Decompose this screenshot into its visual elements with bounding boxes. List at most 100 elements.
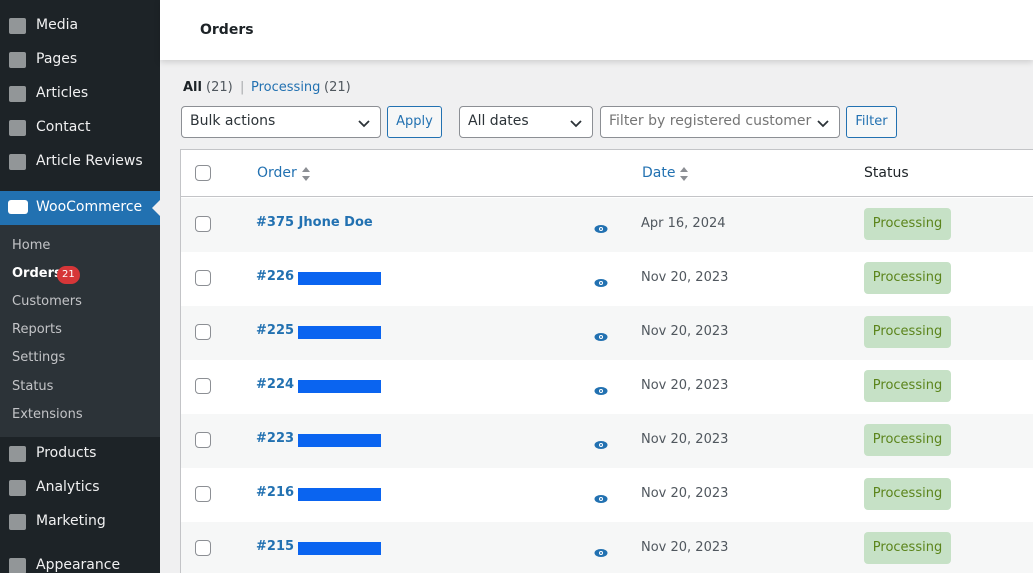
sort-icon — [302, 167, 310, 181]
preview-eye[interactable] — [594, 273, 608, 292]
order-link[interactable]: #224 — [256, 377, 295, 392]
redaction — [298, 380, 381, 393]
view-link[interactable]: Processing — [251, 80, 321, 95]
menu-icon — [9, 446, 26, 462]
row-checkbox[interactable] — [195, 432, 211, 448]
header-bar — [160, 0, 1033, 60]
order-link[interactable]: #375 Jhone Doe — [256, 215, 373, 230]
eye-icon — [594, 495, 608, 503]
apply-button[interactable]: Apply — [387, 106, 442, 138]
preview-eye[interactable] — [594, 543, 608, 562]
filter-button[interactable]: Filter — [846, 106, 897, 138]
sort-icon — [680, 167, 688, 181]
redaction — [298, 542, 381, 555]
redaction — [298, 488, 381, 501]
preview-eye[interactable] — [594, 381, 608, 400]
order-link[interactable]: #225 — [256, 323, 295, 338]
status-pill: Processing — [864, 370, 951, 402]
submenu-item[interactable]: Customers — [12, 294, 82, 309]
preview-eye[interactable] — [594, 489, 608, 508]
menu-icon — [9, 480, 26, 496]
chevron — [358, 120, 370, 128]
menu-item[interactable]: Appearance — [36, 557, 121, 573]
status-pill: Processing — [864, 424, 951, 456]
menu-icon — [9, 18, 26, 34]
select-all-checkbox[interactable] — [195, 165, 211, 181]
menu-item[interactable]: Analytics — [36, 479, 100, 495]
redaction — [298, 272, 381, 285]
eye-icon — [594, 387, 608, 395]
view-link[interactable]: All — [183, 80, 202, 95]
column-header[interactable]: Date — [642, 165, 676, 181]
preview-eye[interactable] — [594, 435, 608, 454]
column-header[interactable]: Order — [257, 165, 297, 181]
menu-icon — [9, 558, 26, 573]
submenu — [0, 225, 160, 437]
order-link[interactable]: #216 — [256, 485, 295, 500]
sort-date[interactable] — [680, 166, 688, 185]
chevron — [570, 120, 582, 128]
sort-order[interactable] — [302, 166, 310, 185]
eye-icon — [594, 549, 608, 557]
menu-item[interactable]: WooCommerce — [36, 199, 143, 215]
submenu-item[interactable]: Reports — [12, 322, 62, 337]
menu-icon — [9, 52, 26, 68]
row-checkbox[interactable] — [195, 378, 211, 394]
eye-icon — [594, 333, 608, 341]
active-arrow — [152, 200, 160, 216]
status-pill: Processing — [864, 208, 951, 240]
status-pill: Processing — [864, 262, 951, 294]
preview-eye[interactable] — [594, 327, 608, 346]
redaction — [298, 326, 381, 339]
view-link: (21) — [324, 80, 351, 95]
menu-icon — [9, 514, 26, 530]
menu-item[interactable]: Contact — [36, 119, 91, 135]
woo-icon — [8, 200, 28, 214]
count-badge: 21 — [57, 266, 80, 284]
row-checkbox[interactable] — [195, 216, 211, 232]
menu-item[interactable]: Articles — [36, 85, 89, 101]
row-checkbox[interactable] — [195, 486, 211, 502]
submenu-item[interactable]: Extensions — [12, 407, 83, 422]
date-select[interactable]: All dates — [459, 106, 593, 138]
status-pill: Processing — [864, 478, 951, 510]
view-link: | — [240, 80, 245, 95]
menu-item[interactable]: Marketing — [36, 513, 106, 529]
view-link: (21) — [206, 80, 233, 95]
eye-icon — [594, 279, 608, 287]
column-header: Status — [864, 165, 909, 181]
submenu-item[interactable]: Settings — [12, 350, 66, 365]
row-checkbox[interactable] — [195, 324, 211, 340]
submenu-item[interactable]: Status — [12, 379, 54, 394]
customer-select[interactable]: Filter by registered customer — [600, 106, 840, 138]
status-pill: Processing — [864, 532, 951, 564]
eye-icon — [594, 441, 608, 449]
menu-item[interactable]: Article Reviews — [36, 153, 143, 169]
order-link[interactable]: #215 — [256, 539, 295, 554]
bulk-select[interactable]: Bulk actions — [181, 106, 381, 138]
order-link[interactable]: #223 — [256, 431, 295, 446]
menu-item[interactable]: Pages — [36, 51, 78, 67]
redaction — [298, 434, 381, 447]
menu-item[interactable]: Products — [36, 445, 97, 461]
chevron — [817, 120, 829, 128]
preview-eye[interactable] — [594, 219, 608, 238]
menu-icon — [9, 86, 26, 102]
order-date: Apr 16, 2024 — [641, 216, 726, 231]
table-header — [181, 150, 1033, 197]
submenu-item[interactable]: Home — [12, 238, 51, 253]
order-date: Nov 20, 2023 — [641, 324, 729, 339]
order-date: Nov 20, 2023 — [641, 270, 729, 285]
menu-item[interactable]: Media — [36, 17, 79, 33]
row-checkbox[interactable] — [195, 540, 211, 556]
menu-icon — [9, 154, 26, 170]
order-date: Nov 20, 2023 — [641, 540, 729, 555]
order-date: Nov 20, 2023 — [641, 486, 729, 501]
order-link[interactable]: #226 — [256, 269, 295, 284]
submenu-item[interactable]: Orders — [12, 266, 62, 281]
row-checkbox[interactable] — [195, 270, 211, 286]
page-title: Orders — [200, 22, 254, 38]
